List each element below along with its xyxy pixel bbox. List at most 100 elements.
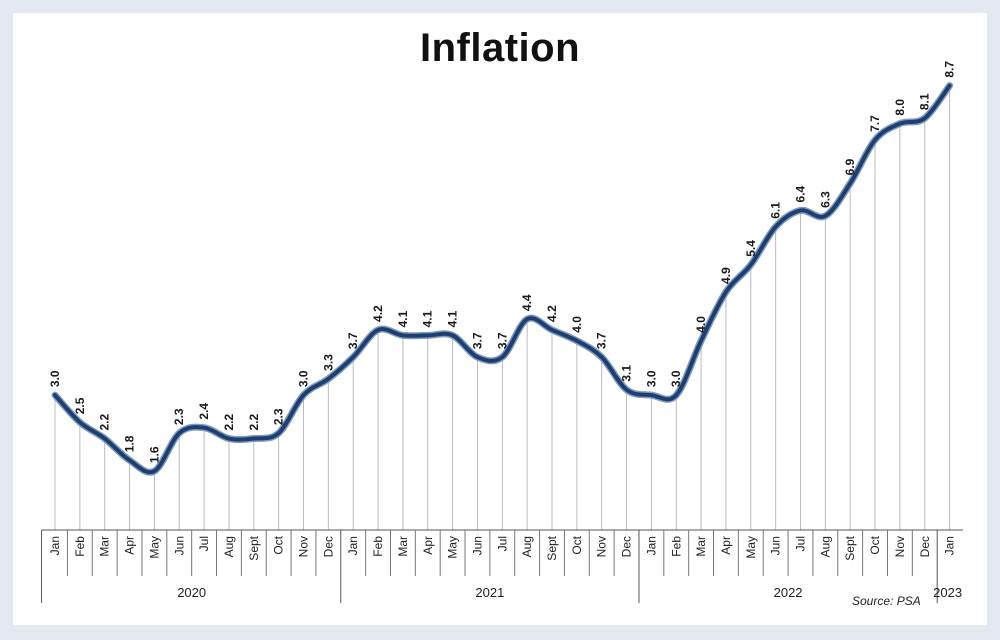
month-label: Nov <box>595 536 609 557</box>
month-label: Apr <box>123 536 137 555</box>
data-label: 2.2 <box>247 414 261 431</box>
data-label: 4.0 <box>570 316 584 333</box>
chart-card <box>13 13 987 625</box>
data-label: 7.7 <box>868 115 882 132</box>
data-point <box>227 437 231 441</box>
data-point <box>152 469 156 473</box>
data-point <box>277 431 281 435</box>
data-label: 6.1 <box>769 202 783 219</box>
data-label: 5.4 <box>744 240 758 257</box>
data-point <box>699 339 703 343</box>
month-label: Jul <box>197 536 211 551</box>
month-label: Jun <box>769 536 783 555</box>
data-point <box>302 393 305 397</box>
data-point <box>451 333 455 337</box>
month-label: Apr <box>421 536 435 555</box>
data-point <box>177 431 181 435</box>
month-label: Sept <box>545 535 559 560</box>
year-label: 2020 <box>177 585 206 600</box>
data-label: 1.8 <box>123 435 137 452</box>
data-point <box>873 138 877 142</box>
month-label: Sept <box>843 535 857 560</box>
month-label: Jul <box>495 536 509 551</box>
data-point <box>625 388 629 392</box>
data-label: 4.2 <box>371 305 385 322</box>
month-label: Nov <box>297 536 311 557</box>
data-label: 8.1 <box>918 93 932 110</box>
data-label: 4.2 <box>545 305 559 322</box>
data-point <box>649 393 653 397</box>
data-point <box>525 317 529 321</box>
month-label: Apr <box>719 536 733 555</box>
data-point <box>799 208 802 212</box>
month-label: Jan <box>48 536 62 555</box>
month-label: Jan <box>644 536 658 555</box>
data-label: 8.7 <box>943 61 957 78</box>
month-label: Jul <box>794 536 808 551</box>
data-label: 2.3 <box>172 408 186 425</box>
month-label: Jun <box>470 536 484 555</box>
data-point <box>128 458 132 462</box>
data-point <box>550 328 554 332</box>
data-point <box>252 437 256 441</box>
data-label: 4.1 <box>396 310 410 327</box>
data-label: 4.1 <box>446 310 460 327</box>
year-label: 2023 <box>933 585 962 600</box>
data-label: 4.1 <box>421 310 435 327</box>
data-label: 4.9 <box>719 267 733 284</box>
data-point <box>401 333 405 337</box>
data-point <box>575 339 579 343</box>
data-point <box>823 214 827 218</box>
data-label: 1.6 <box>147 446 161 463</box>
data-point <box>475 355 479 359</box>
data-label: 3.1 <box>620 365 634 382</box>
data-label: 2.3 <box>272 408 286 425</box>
data-point <box>600 355 604 359</box>
month-label: Aug <box>818 536 832 557</box>
data-label: 3.7 <box>346 332 360 349</box>
month-label: Oct <box>570 535 584 554</box>
data-point <box>898 122 902 126</box>
month-label: Aug <box>520 536 534 557</box>
data-point <box>749 263 753 267</box>
month-label: May <box>744 536 758 559</box>
data-label: 4.4 <box>520 294 534 311</box>
year-label: 2022 <box>774 585 803 600</box>
month-label: Jan <box>346 536 360 555</box>
month-label: Aug <box>222 536 236 557</box>
data-point <box>376 328 380 332</box>
data-point <box>674 393 678 397</box>
data-point <box>848 181 852 185</box>
data-point <box>78 420 82 424</box>
data-label: 3.0 <box>48 370 62 387</box>
source-note: Source: PSA <box>852 594 921 608</box>
month-label: Feb <box>73 536 87 557</box>
month-label: Dec <box>918 536 932 557</box>
data-label: 3.3 <box>321 354 335 371</box>
data-point <box>774 225 778 229</box>
data-label: 3.0 <box>669 370 683 387</box>
chart-title: Inflation <box>419 26 581 70</box>
data-point <box>326 377 330 381</box>
month-label: May <box>446 536 460 559</box>
month-label: Mar <box>98 536 112 557</box>
month-label: Dec <box>620 536 634 557</box>
data-label: 3.0 <box>644 370 658 387</box>
data-point <box>351 355 355 359</box>
data-point <box>948 84 952 88</box>
month-label: Jan <box>943 536 957 555</box>
month-label: Nov <box>893 536 907 557</box>
data-label: 2.2 <box>222 414 236 431</box>
data-label: 3.7 <box>470 332 484 349</box>
data-point <box>923 116 927 120</box>
data-label: 3.0 <box>297 370 311 387</box>
data-point <box>724 290 728 294</box>
year-label: 2021 <box>475 585 504 600</box>
month-label: Mar <box>396 536 410 557</box>
data-label: 3.7 <box>495 332 509 349</box>
data-label: 6.3 <box>818 191 832 208</box>
data-label: 2.5 <box>73 397 87 414</box>
data-label: 3.7 <box>595 332 609 349</box>
month-label: Oct <box>272 535 286 554</box>
